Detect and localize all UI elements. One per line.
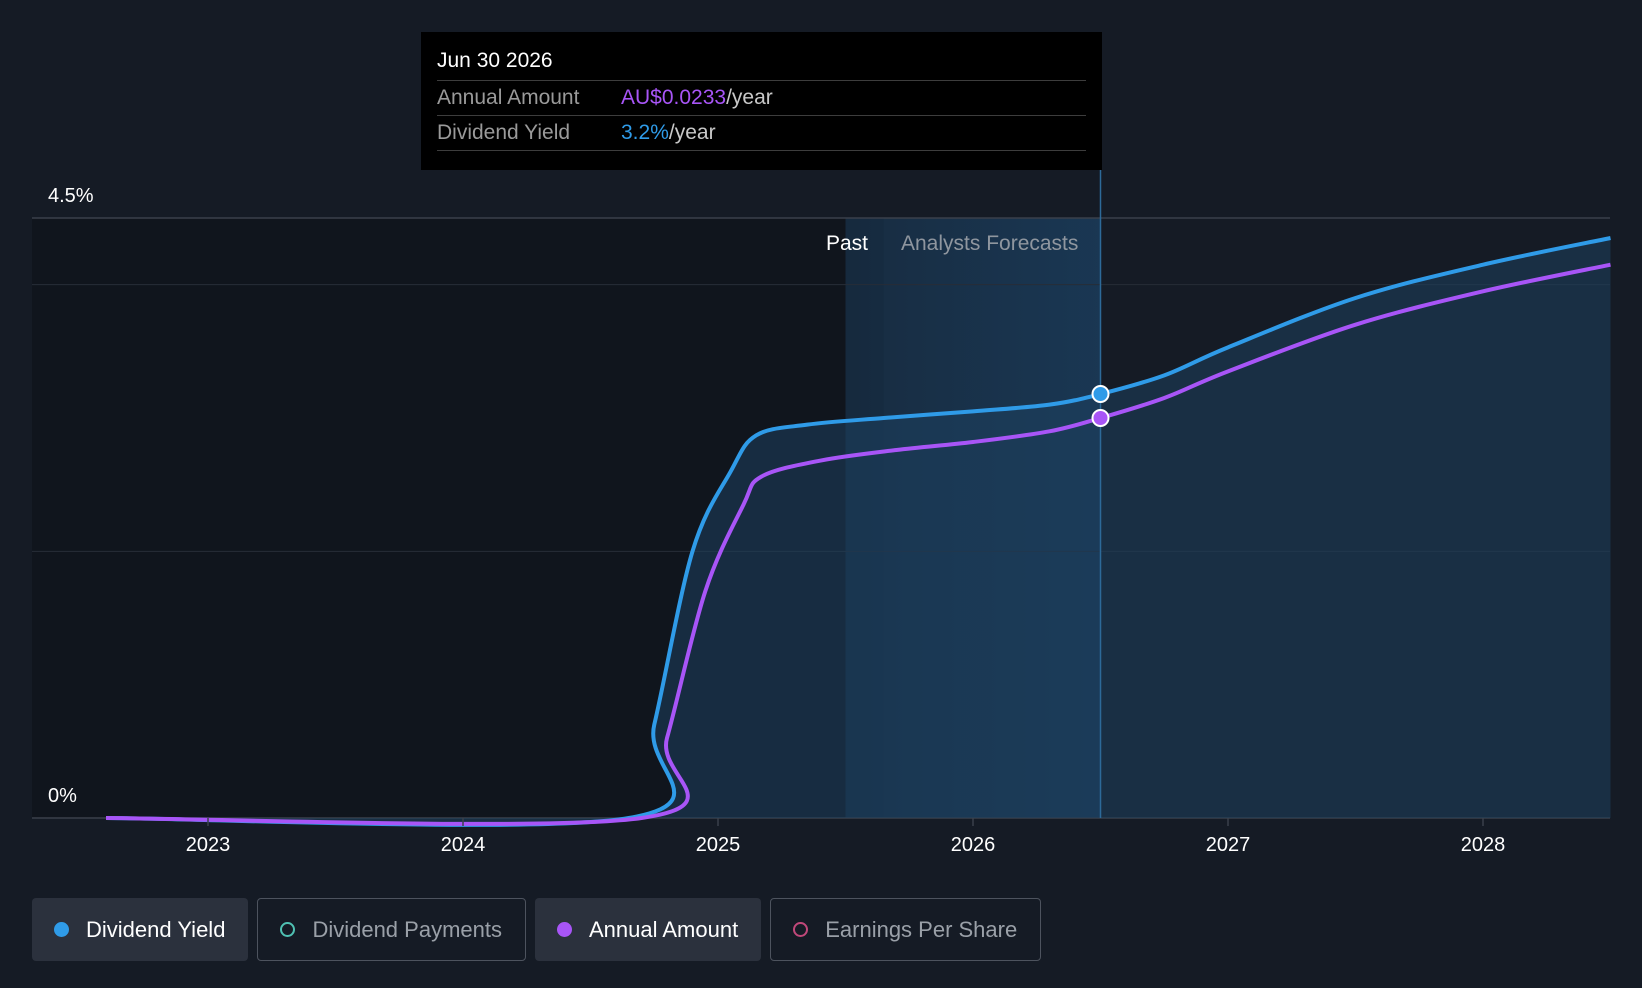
legend: Dividend Yield Dividend Payments Annual … [32, 898, 1042, 961]
legend-dividend-yield-label: Dividend Yield [86, 916, 226, 942]
tooltip-amount-unit: /year [726, 86, 773, 109]
y-tick-bottom: 0% [48, 785, 77, 807]
legend-annual-amount-icon [556, 922, 572, 937]
legend-annual-amount[interactable]: Annual Amount [534, 898, 762, 961]
tooltip-yield-label: Dividend Yield [437, 121, 571, 144]
legend-dividend-payments-icon [280, 922, 296, 937]
legend-dividend-payments-label: Dividend Payments [312, 916, 502, 942]
annual-amount-marker [1091, 409, 1110, 427]
dividend-yield-line [105, 236, 1611, 827]
x-tick-label: 2026 [951, 834, 996, 856]
x-tick-label: 2028 [1461, 834, 1506, 856]
tooltip-yield-row: Dividend Yield 3.2%/year [437, 116, 1086, 151]
tooltip-amount-value: AU$0.0233 [621, 86, 727, 109]
legend-dividend-payments[interactable]: Dividend Payments [257, 898, 526, 961]
legend-earnings-per-share-icon [793, 922, 809, 937]
dividend-yield-marker [1091, 385, 1110, 403]
legend-dividend-yield[interactable]: Dividend Yield [32, 898, 249, 961]
tooltip-amount-label: Annual Amount [437, 86, 580, 109]
tooltip-amount-row: Annual Amount AU$0.0233/year [437, 81, 1086, 116]
legend-earnings-per-share-label: Earnings Per Share [825, 916, 1018, 942]
x-axis: 2023 2024 2025 2026 2027 2028 [186, 818, 1506, 856]
tooltip-yield-unit: /year [668, 121, 716, 144]
legend-earnings-per-share[interactable]: Earnings Per Share [770, 898, 1042, 961]
legend-annual-amount-label: Annual Amount [588, 916, 739, 942]
forecast-label: Analysts Forecasts [901, 232, 1078, 255]
tooltip-date: Jun 30 2026 [437, 46, 1086, 81]
x-tick-label: 2027 [1206, 834, 1251, 856]
y-tick-top: 4.5% [48, 185, 94, 207]
x-tick-label: 2024 [441, 834, 486, 856]
past-label: Past [826, 232, 868, 255]
tooltip: Jun 30 2026 Annual Amount AU$0.0233/year … [421, 32, 1102, 170]
x-tick-label: 2025 [696, 834, 741, 856]
legend-dividend-yield-icon [54, 922, 69, 937]
annual-amount-line [105, 262, 1611, 826]
dividend-yield-area [106, 238, 1611, 825]
tooltip-yield-value: 3.2% [621, 121, 669, 144]
x-tick-label: 2023 [186, 834, 231, 856]
